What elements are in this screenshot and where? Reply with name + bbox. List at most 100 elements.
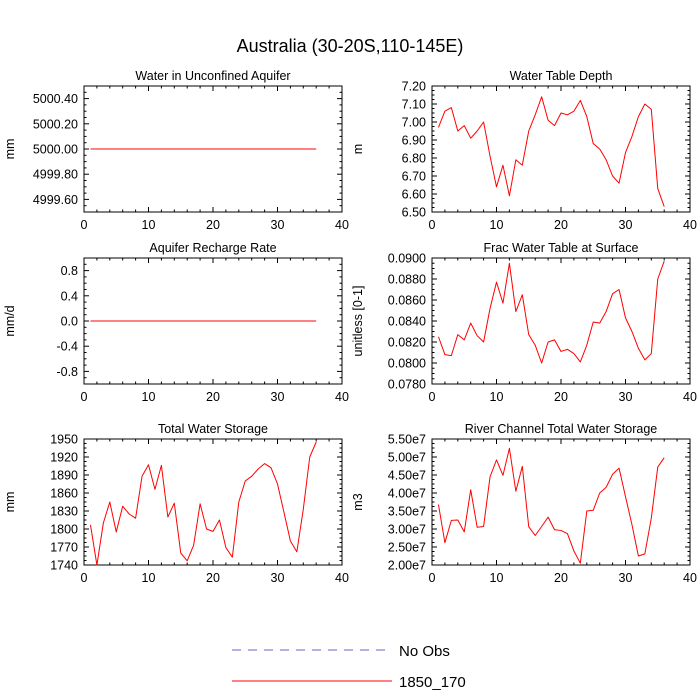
y-tick-label: 6.50 [402, 206, 426, 220]
y-tick-label: 3.50e7 [388, 505, 426, 519]
y-tick-label: 2.50e7 [388, 541, 426, 555]
y-tick-label: 5.50e7 [388, 433, 426, 447]
y-axis-label: m3 [351, 493, 365, 510]
x-tick-label: 10 [490, 390, 504, 404]
panel-5: Total Water Storage mm 0 10 20 30 40 1740 1770 18… [3, 422, 349, 585]
x-tick-label: 0 [81, 218, 88, 232]
y-tick-label: 0.0 [61, 315, 78, 329]
legend: No Obs 1850_170 [232, 643, 466, 691]
x-tick-label: 10 [142, 218, 156, 232]
x-tick-label: 20 [554, 218, 568, 232]
series-line-1850-170 [89, 441, 317, 566]
y-tick-label: 4.50e7 [388, 469, 426, 483]
panel-6: River Channel Total Water Storage m3 0 10 20… [351, 422, 697, 585]
x-tick-label: 20 [206, 218, 220, 232]
y-tick-label: 1740 [50, 559, 78, 573]
x-tick-label: 30 [271, 218, 285, 232]
panel-4: Frac Water Table at Surface unitless [0-1… [351, 241, 697, 404]
x-tick-label: 30 [619, 218, 633, 232]
x-tick-label: 0 [81, 390, 88, 404]
x-tick-label: 30 [271, 390, 285, 404]
panel-2: Water Table Depth m 0 10 20 30 40 6.50 6.60 6.70 6… [351, 69, 697, 232]
x-tick-label: 40 [335, 390, 349, 404]
series-line-1850-170 [437, 260, 665, 364]
y-tick-label: 4999.60 [33, 193, 78, 207]
x-tick-label: 40 [683, 390, 697, 404]
y-tick-label: 1890 [50, 469, 78, 483]
y-axis-label: mm/d [3, 305, 17, 336]
y-tick-label: -0.4 [56, 340, 78, 354]
y-tick-label: 5.00e7 [388, 451, 426, 465]
x-tick-label: 10 [490, 571, 504, 585]
plot-frame [431, 438, 691, 566]
x-tick-label: 30 [619, 390, 633, 404]
x-tick-label: 10 [142, 390, 156, 404]
y-tick-label: 2.00e7 [388, 559, 426, 573]
series-line-1850-170 [437, 96, 665, 207]
y-tick-label: 7.20 [402, 80, 426, 94]
panel-1: Water in Unconfined Aquifer mm 0 10 20 30 40 49… [3, 69, 349, 232]
x-tick-label: 10 [490, 218, 504, 232]
panel-title: Total Water Storage [158, 422, 268, 436]
series-line-1850-170 [437, 447, 665, 564]
y-tick-label: 0.0840 [388, 315, 426, 329]
x-tick-label: 40 [683, 571, 697, 585]
y-tick-label: 6.80 [402, 152, 426, 166]
legend-label-1850-170: 1850_170 [399, 674, 466, 691]
y-tick-label: 0.0880 [388, 273, 426, 287]
y-tick-label: 1920 [50, 451, 78, 465]
panel-title: Water Table Depth [510, 69, 613, 83]
y-tick-label: 5000.20 [33, 117, 78, 131]
y-axis-label: mm [3, 139, 17, 160]
y-tick-label: 1770 [50, 541, 78, 555]
figure-title: Australia (30-20S,110-145E) [237, 36, 464, 56]
x-tick-label: 0 [429, 390, 436, 404]
x-tick-label: 40 [335, 218, 349, 232]
y-tick-label: -0.8 [56, 365, 78, 379]
y-tick-label: 0.0800 [388, 357, 426, 371]
y-tick-label: 0.8 [61, 264, 78, 278]
plot-frame [431, 85, 691, 213]
x-tick-label: 0 [429, 571, 436, 585]
x-tick-label: 40 [335, 571, 349, 585]
plot-frame [431, 257, 691, 385]
panel-3: Aquifer Recharge Rate mm/d 0 10 20 30 40 -0.8 -0… [3, 241, 349, 404]
y-axis-label: mm [3, 492, 17, 513]
x-tick-label: 40 [683, 218, 697, 232]
y-tick-label: 0.0860 [388, 294, 426, 308]
panel-title: Aquifer Recharge Rate [149, 241, 276, 255]
y-tick-label: 5000.40 [33, 92, 78, 106]
y-tick-label: 0.0900 [388, 252, 426, 266]
y-tick-label: 0.0780 [388, 378, 426, 392]
x-tick-label: 0 [81, 571, 88, 585]
y-tick-label: 1950 [50, 433, 78, 447]
legend-label-no-obs: No Obs [399, 643, 450, 660]
x-tick-label: 10 [142, 571, 156, 585]
y-tick-label: 3.00e7 [388, 523, 426, 537]
y-tick-label: 1800 [50, 523, 78, 537]
y-tick-label: 6.70 [402, 170, 426, 184]
x-tick-label: 30 [271, 571, 285, 585]
y-tick-label: 7.00 [402, 116, 426, 130]
x-tick-label: 20 [554, 390, 568, 404]
panel-title: River Channel Total Water Storage [465, 422, 658, 436]
y-axis-label: m [351, 144, 365, 154]
x-tick-label: 0 [429, 218, 436, 232]
y-tick-label: 4999.80 [33, 168, 78, 182]
x-tick-label: 20 [206, 571, 220, 585]
x-tick-label: 30 [619, 571, 633, 585]
y-axis-label: unitless [0-1] [351, 286, 365, 357]
y-tick-label: 6.90 [402, 134, 426, 148]
y-tick-label: 5000.00 [33, 143, 78, 157]
y-tick-label: 1860 [50, 487, 78, 501]
plot-frame [83, 438, 343, 566]
y-tick-label: 6.60 [402, 188, 426, 202]
y-tick-label: 4.00e7 [388, 487, 426, 501]
x-tick-label: 20 [206, 390, 220, 404]
y-tick-label: 0.4 [61, 289, 78, 303]
y-tick-label: 7.10 [402, 98, 426, 112]
panel-title: Water in Unconfined Aquifer [135, 69, 290, 83]
y-tick-label: 0.0820 [388, 336, 426, 350]
y-tick-label: 1830 [50, 505, 78, 519]
